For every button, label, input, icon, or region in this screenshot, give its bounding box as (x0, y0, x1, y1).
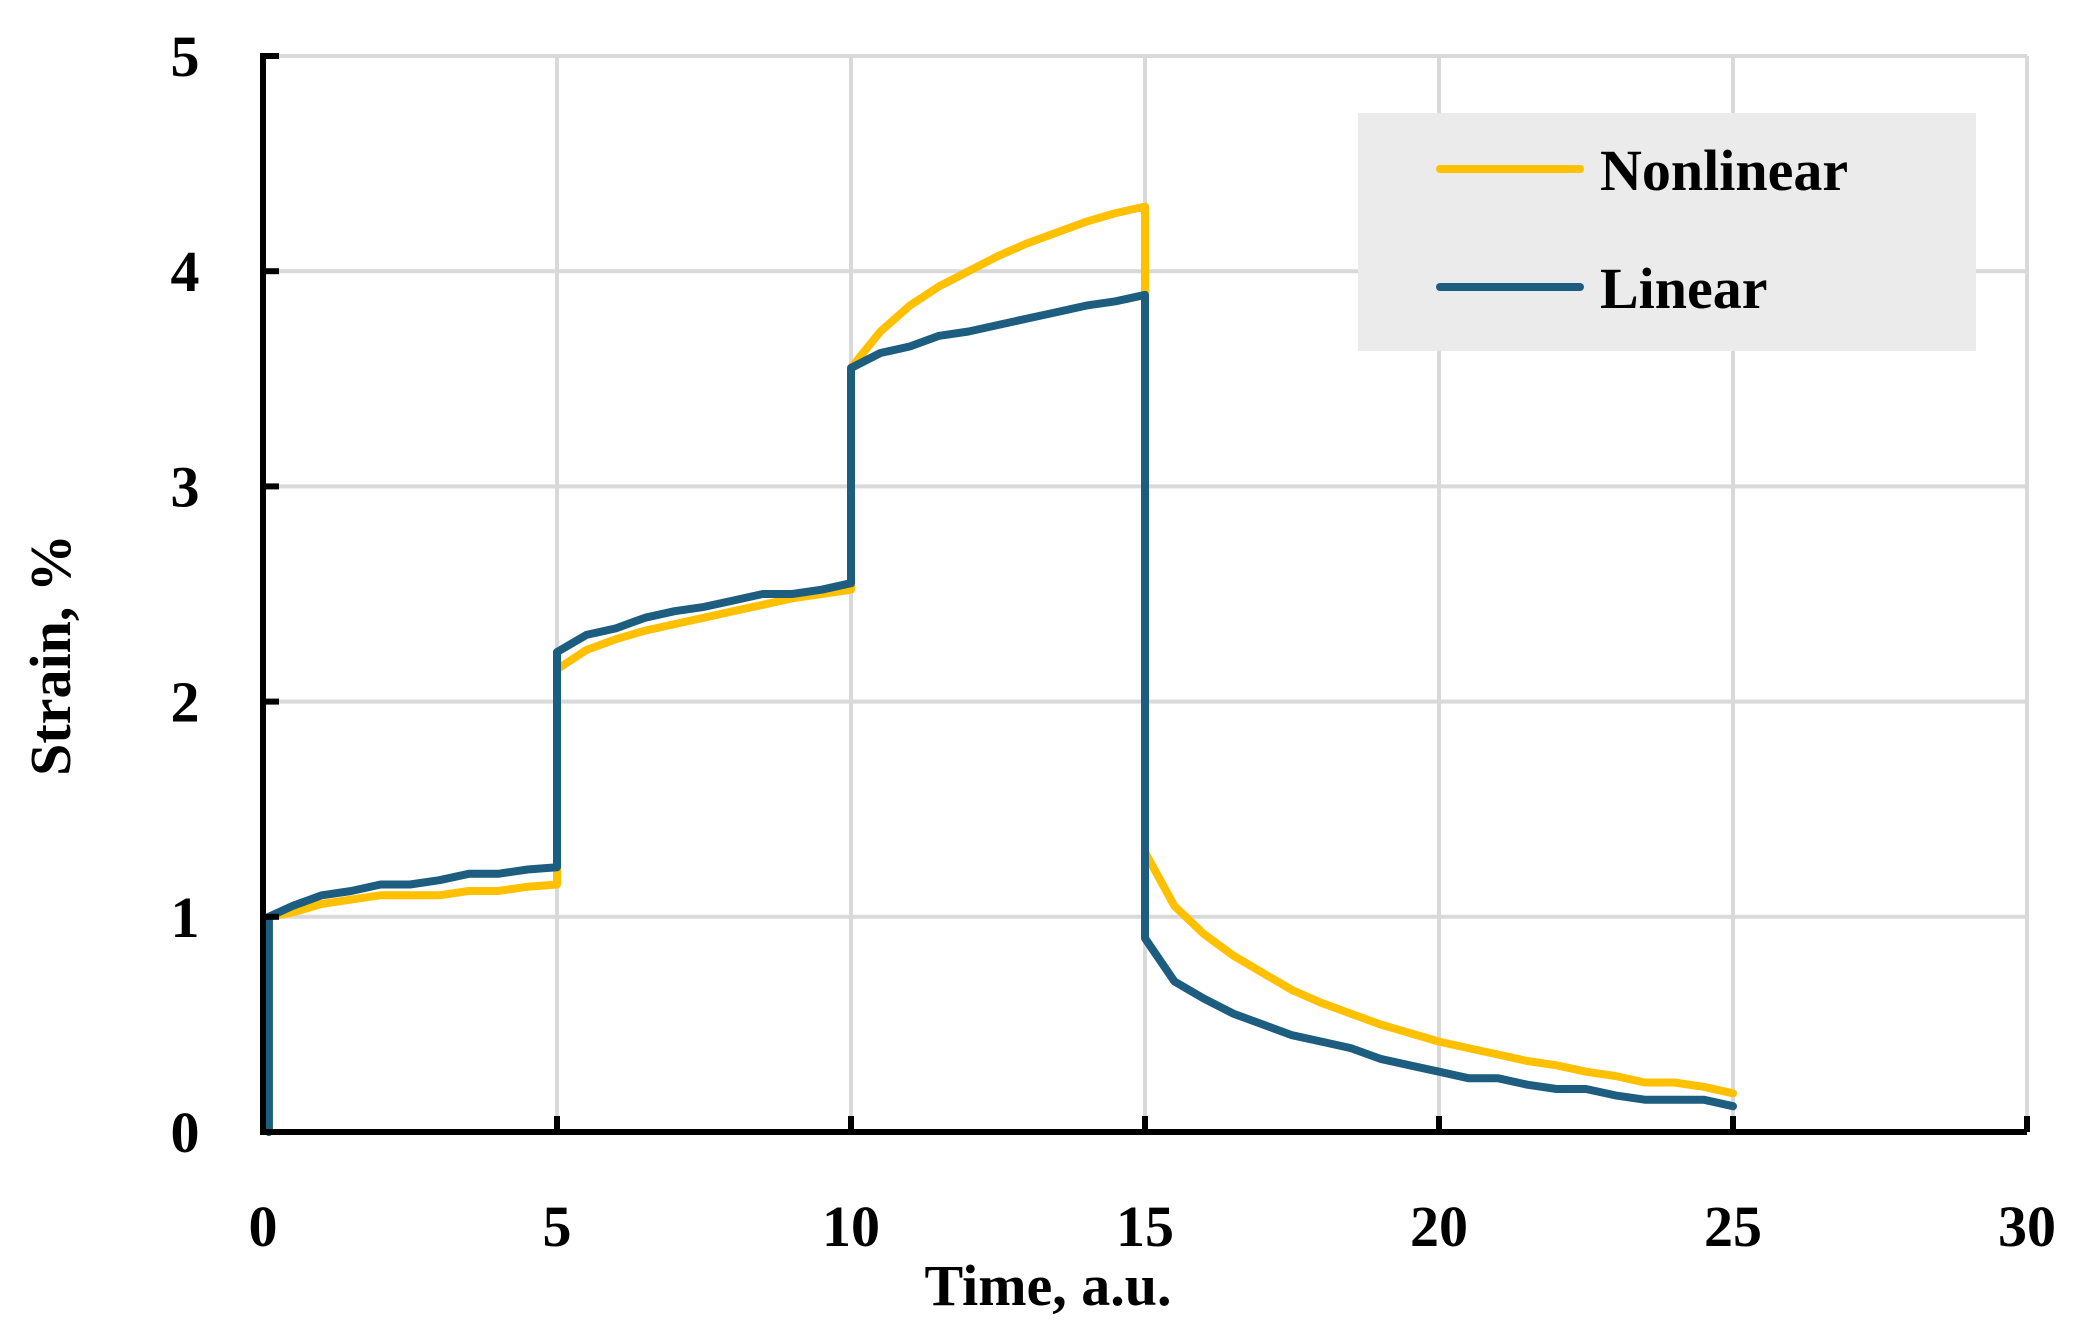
x-tick-label: 10 (822, 1194, 880, 1259)
y-tick-label: 0 (171, 1100, 200, 1165)
y-tick-label: 3 (171, 454, 200, 519)
legend: Nonlinear Linear (1436, 138, 1848, 321)
series-line-linear (264, 290, 1737, 1136)
x-tick-label: 30 (1998, 1194, 2056, 1259)
y-tick-label: 1 (171, 885, 200, 950)
series-lines (264, 202, 1737, 1136)
x-tick-label: 25 (1704, 1194, 1762, 1259)
legend-box (1358, 113, 1976, 351)
x-tick-label: 0 (249, 1194, 278, 1259)
y-tick-label: 2 (171, 670, 200, 735)
y-tick-label: 4 (171, 239, 200, 304)
series-line-nonlinear (264, 202, 1737, 1136)
x-tick-label: 20 (1410, 1194, 1468, 1259)
x-tick-label: 15 (1116, 1194, 1174, 1259)
tick-labels: 0 1 2 3 4 5 0 5 10 15 20 25 30 (171, 24, 2057, 1259)
y-axis-title: Strain, % (18, 534, 83, 776)
x-axis-title: Time, a.u. (924, 1253, 1171, 1318)
legend-label-nonlinear: Nonlinear (1600, 138, 1848, 203)
y-tick-label: 5 (171, 24, 200, 89)
axes (260, 53, 2030, 1135)
legend-label-linear: Linear (1600, 256, 1768, 321)
x-tick-label: 5 (543, 1194, 572, 1259)
